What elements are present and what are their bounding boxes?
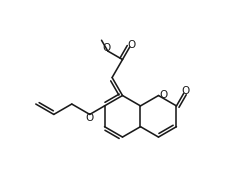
Text: O: O: [127, 40, 135, 50]
Text: O: O: [159, 90, 168, 100]
Text: O: O: [181, 86, 189, 96]
Text: O: O: [85, 113, 93, 123]
Text: O: O: [103, 43, 111, 53]
